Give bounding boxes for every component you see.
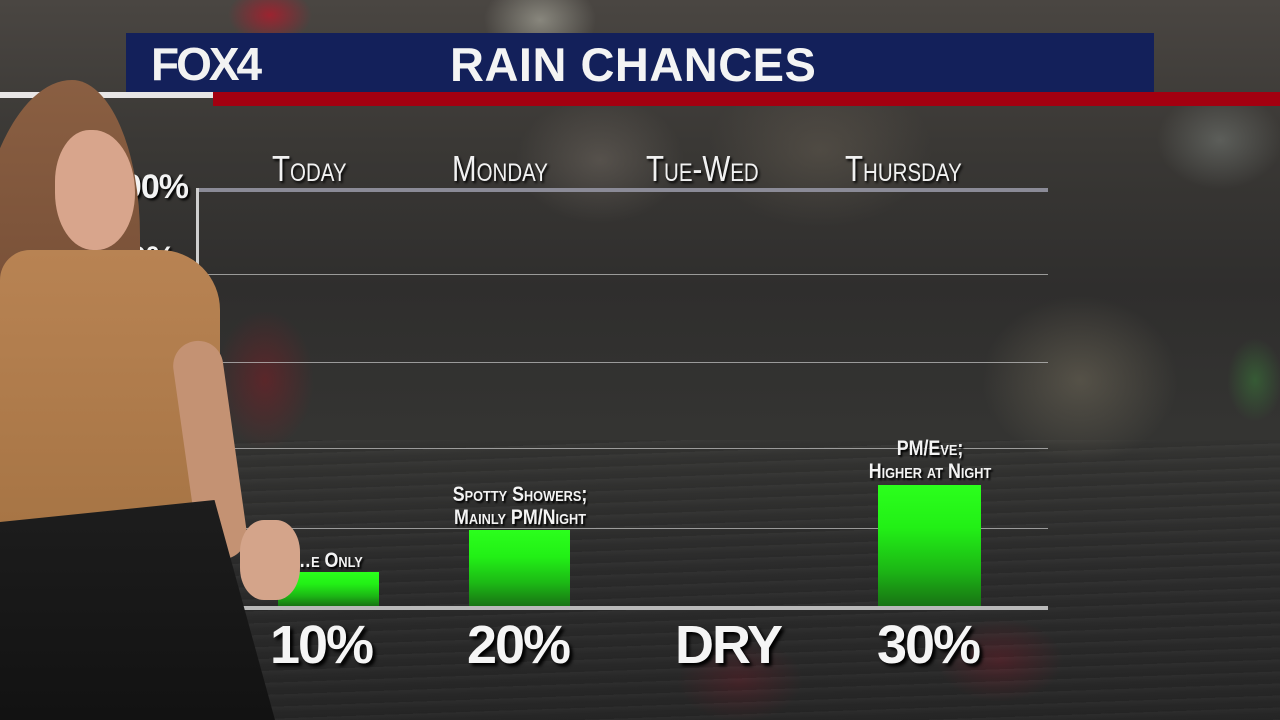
value-monday: 20% <box>466 615 571 675</box>
y-tick-100: 100% <box>105 168 189 206</box>
page-title: RAIN CHANCES <box>450 38 817 91</box>
day-header-monday: Monday <box>452 148 548 189</box>
y-tick-80: 80% <box>110 240 176 278</box>
gridline-80 <box>199 274 1048 275</box>
chart-baseline <box>199 606 1048 610</box>
note-monday-line2: Mainly PM/Night <box>454 506 586 529</box>
day-header-tue-wed: Tue-Wed <box>646 148 759 189</box>
gridline-60 <box>199 362 1048 363</box>
value-thursday: 30% <box>876 615 981 675</box>
bar-thursday <box>878 485 981 606</box>
title-banner <box>126 33 1154 92</box>
note-thursday: PM/Eve; Higher at Night <box>845 437 1015 483</box>
background-water-ripples <box>0 440 1280 720</box>
note-monday: Spotty Showers; Mainly PM/Night <box>435 483 605 529</box>
note-thursday-line2: Higher at Night <box>868 460 992 483</box>
fox4-logo: FOX4 <box>151 38 262 90</box>
day-header-today: Today <box>272 148 347 189</box>
note-today: …e Only <box>277 549 379 572</box>
value-tue-wed: DRY <box>674 615 783 675</box>
note-thursday-line1: PM/Eve; <box>896 437 964 460</box>
note-monday-line1: Spotty Showers; <box>452 483 588 506</box>
bar-today <box>278 572 379 606</box>
banner-red-stripe <box>213 92 1280 106</box>
bar-monday <box>469 530 570 606</box>
gridline-20 <box>199 528 1048 529</box>
chart-y-axis <box>196 188 199 608</box>
value-today: 10% <box>269 615 374 675</box>
chart-top-axis <box>197 188 1048 192</box>
day-header-thursday: Thursday <box>845 148 962 189</box>
banner-white-stripe <box>0 92 213 98</box>
note-today-line: …e Only <box>293 549 363 572</box>
gridline-40 <box>199 448 1048 449</box>
